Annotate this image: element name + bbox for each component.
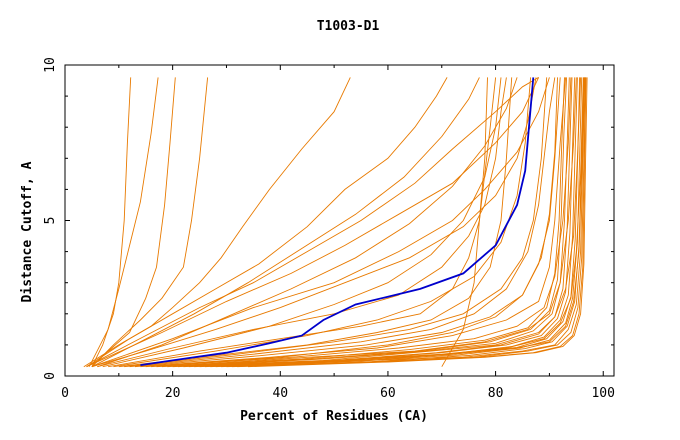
model-curve-34 [134,77,558,368]
model-curve-13 [118,77,513,368]
model-curve-3 [91,77,176,368]
model-curve-11 [97,77,507,368]
x-tick-label: 80 [488,386,504,401]
model-curve-33 [231,77,585,368]
model-curve-26 [167,77,568,368]
y-axis-label: Distance Cutoff, A [20,161,35,302]
model-curve-39 [91,77,480,368]
model-curve-9 [91,77,550,368]
model-curve-2 [88,77,159,367]
x-tick-label: 0 [61,386,69,401]
model-curve-1 [91,77,132,367]
plot-series-group [83,77,588,368]
model-curve-15 [145,77,561,368]
model-curve-40 [441,77,488,367]
x-axis-label: Percent of Residues (CA) [240,409,428,424]
x-tick-label: 60 [380,386,396,401]
model-curve-36 [113,77,532,368]
y-tick-label: 10 [43,57,58,73]
x-tick-label: 20 [165,386,181,401]
model-curve-32 [221,77,583,368]
model-curve-30 [204,77,578,368]
model-curve-35 [124,77,548,368]
model-curve-7 [86,77,539,368]
highlighted-model-curve [140,77,535,366]
x-tick-label: 40 [272,386,288,401]
y-tick-label: 0 [43,372,58,380]
model-curve-6 [86,77,448,368]
model-curve-19 [172,77,582,368]
chart-title: T1003-D1 [317,19,380,34]
model-curve-38 [97,77,518,368]
model-curve-14 [129,77,556,368]
model-curve-4 [91,77,209,368]
model-curve-25 [156,77,565,368]
x-tick-label: 100 [591,386,614,401]
model-curve-41 [247,77,588,368]
axis-ticks-group: 0 20 40 60 80 100 0 5 10 [43,57,615,401]
model-curve-10 [91,77,537,368]
model-curve-20 [183,77,584,368]
model-curve-29 [194,77,576,368]
model-curve-16 [140,77,567,368]
model-curve-12 [108,77,497,368]
model-curve-31 [210,77,581,368]
model-curve-8 [86,77,540,368]
model-curve-27 [177,77,570,368]
y-tick-label: 5 [43,217,58,225]
model-curve-37 [102,77,502,368]
